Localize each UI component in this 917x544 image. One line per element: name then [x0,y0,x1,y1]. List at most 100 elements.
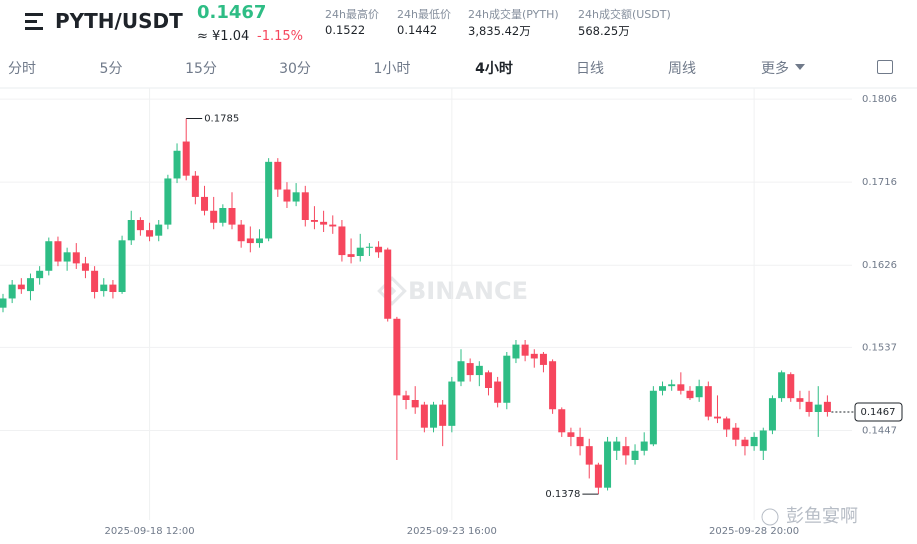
y-tick-label: 0.1806 [862,94,897,105]
candle-body [805,401,813,412]
change: -1.15% [257,29,303,44]
candle-body [265,161,273,239]
candle-body [659,386,667,391]
candle-body [72,252,80,264]
candle-body [750,436,758,447]
candle-body [0,298,7,308]
candle-body [558,409,566,433]
candle-body [594,464,602,488]
candle-body [347,254,355,257]
tab[interactable]: 30分 [279,61,311,77]
candle-body [686,390,694,399]
last-price-box [854,402,903,422]
y-tick-label: 0.1626 [862,260,897,271]
candle-body [420,404,428,428]
candle-body [127,220,135,241]
x-tick-label: 2025-09-28 20:00 [709,526,799,537]
candle-body [384,249,392,319]
candle-body [539,353,547,365]
stat-label: 24h成交量(PYTH) [468,8,559,21]
stat-label: 24h最低价 [397,8,451,21]
candle-body [283,189,291,202]
candle-body [713,416,721,419]
candle-body [292,192,300,202]
candle-body [576,436,584,447]
candle-body [237,224,245,242]
candle-body [26,278,34,292]
candle-body [36,270,44,279]
candle-body [210,210,218,223]
tab[interactable]: 15分 [185,61,217,77]
candle-body [430,404,438,428]
settings-icon[interactable] [877,60,893,74]
last-price-label: 0.1467 [861,407,896,418]
candle-body [17,284,25,290]
candle-body [146,230,154,237]
price: 0.1467 [197,2,267,23]
candle-body [155,224,163,236]
menu-icon[interactable] [25,13,43,30]
candle-body [521,344,529,356]
stat-label: 24h成交额(USDT) [578,8,671,21]
candle-body [549,361,557,410]
watermark: 彭鱼宴啊 [786,505,858,527]
candle-body [649,390,657,445]
candle-body [723,418,731,430]
tab[interactable]: 1小时 [373,61,411,77]
candle-body [704,386,712,417]
tab[interactable]: 分时 [8,61,36,77]
candle-body [100,284,108,292]
cny-price: ≈ ¥1.04 [197,29,250,44]
candle-body [375,246,383,253]
candle-body [814,404,822,412]
candle-body [191,175,199,197]
candle-body [457,361,465,382]
candle-body [631,450,639,460]
candle-body [228,208,236,225]
min-label: 0.1378 [545,489,580,500]
candle-body [823,401,831,412]
candle-body [81,263,89,271]
candle-body [329,224,337,227]
binance-logo [377,276,407,306]
candle-body [732,427,740,440]
candle-body [439,404,447,426]
candle-body [503,355,511,403]
tab[interactable]: 日线 [576,61,604,77]
candle-body [741,439,749,447]
y-tick-label: 0.1447 [862,425,897,436]
candle-body [411,400,419,408]
tab[interactable]: 5分 [99,61,123,77]
candle-body [201,196,209,211]
candle-body [274,161,282,190]
candle-body [173,150,181,179]
tab[interactable]: 4小时 [475,61,513,77]
candle-body [63,252,71,262]
candle-body [530,353,538,359]
candle-body [567,432,575,437]
tab[interactable]: 更多 [761,61,789,77]
candle-body [338,226,346,256]
pair: PYTH/USDT [55,9,183,33]
candle-body [466,363,474,376]
candle-body [512,344,520,359]
candle-body [604,441,612,488]
candle-body [365,246,373,248]
candle-body [91,270,99,292]
max-label: 0.1785 [204,113,239,124]
candle-body [54,241,62,262]
candle-body [494,381,502,403]
dropdown-caret[interactable] [795,64,805,70]
stat-value: 568.25万 [578,24,630,38]
candle-body [310,220,318,222]
tab[interactable]: 周线 [668,61,696,77]
candle-body [787,374,795,399]
candle-body [109,284,117,292]
candle-body [164,178,172,225]
y-tick-label: 0.1537 [862,342,897,353]
candle-body [182,141,190,176]
candle-body [45,241,53,271]
candle-body [448,381,456,426]
